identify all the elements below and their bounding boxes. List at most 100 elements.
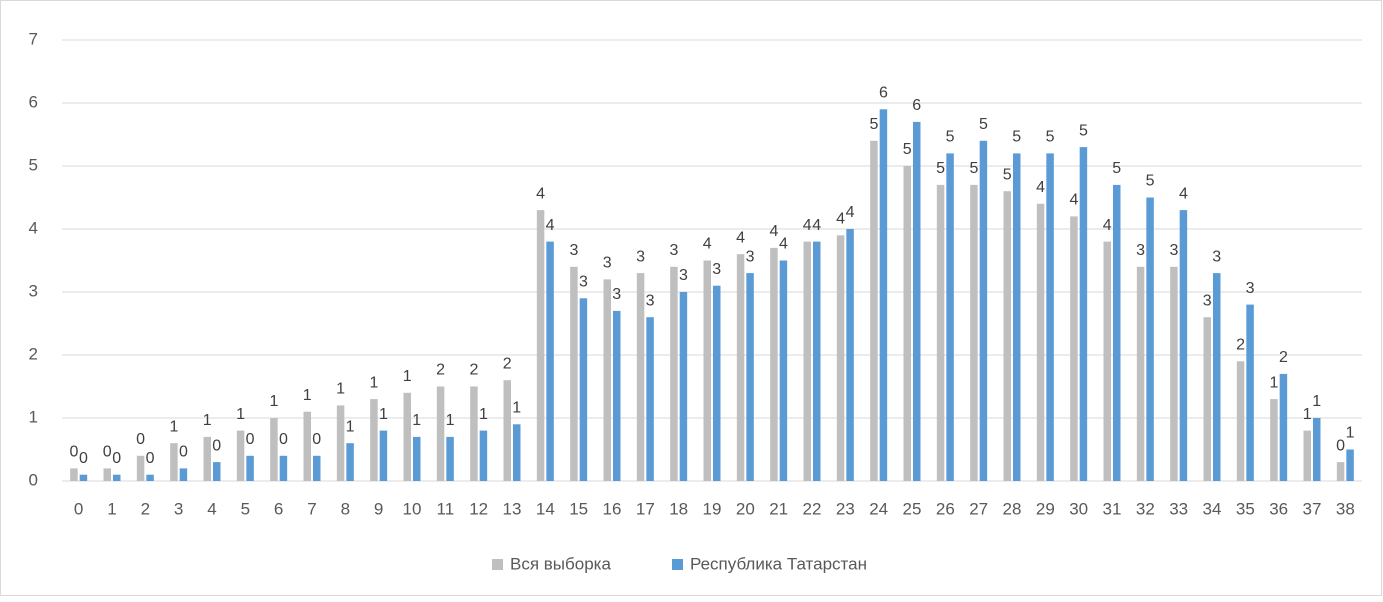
- value-label: 5: [1146, 173, 1155, 190]
- bar: [736, 254, 745, 481]
- value-label: 2: [436, 362, 445, 379]
- legend-swatch: [672, 559, 683, 570]
- bar: [546, 241, 554, 481]
- x-tick-label: 10: [403, 499, 422, 518]
- value-label: 0: [312, 431, 321, 448]
- y-tick-label: 3: [29, 281, 38, 300]
- bar: [146, 474, 154, 481]
- x-tick-label: 0: [74, 499, 83, 518]
- value-label: 5: [979, 116, 988, 133]
- bar: [1079, 147, 1088, 481]
- bar: [713, 285, 721, 481]
- x-tick-label: 2: [141, 499, 150, 518]
- y-tick-label: 4: [29, 218, 38, 237]
- bar: [403, 392, 411, 481]
- bar: [1113, 184, 1121, 481]
- value-label: 5: [1046, 129, 1055, 146]
- bar: [1103, 241, 1111, 481]
- bar: [179, 468, 188, 481]
- bar: [813, 241, 821, 481]
- x-tick-label: 6: [274, 499, 283, 518]
- value-label: 4: [803, 217, 812, 234]
- x-tick-label: 18: [669, 499, 688, 518]
- value-label: 3: [569, 242, 578, 259]
- bar: [1170, 266, 1178, 481]
- value-label: 4: [1103, 217, 1112, 234]
- value-label: 0: [112, 450, 121, 467]
- bar: [1336, 462, 1345, 481]
- bar: [903, 166, 911, 481]
- value-label: 3: [603, 255, 612, 272]
- legend-swatch: [492, 559, 503, 570]
- bar: [270, 418, 278, 481]
- value-label: 1: [203, 412, 212, 429]
- value-label: 6: [912, 97, 921, 114]
- value-label: 0: [1336, 437, 1345, 454]
- value-label: 1: [412, 412, 421, 429]
- x-tick-label: 31: [1103, 499, 1122, 518]
- bar: [436, 386, 445, 481]
- value-label: 0: [246, 431, 255, 448]
- value-label: 4: [846, 204, 855, 221]
- bar: [1246, 304, 1254, 481]
- bar: [1346, 449, 1354, 481]
- bar: [513, 424, 521, 481]
- value-label: 1: [169, 418, 178, 435]
- bar: [936, 184, 945, 481]
- value-label: 5: [1112, 160, 1121, 177]
- x-tick-label: 12: [469, 499, 488, 518]
- bar: [103, 468, 111, 481]
- x-tick-label: 25: [903, 499, 922, 518]
- value-label: 3: [1246, 280, 1255, 297]
- value-label: 1: [446, 412, 455, 429]
- value-label: 5: [946, 129, 955, 146]
- value-label: 2: [1236, 337, 1245, 354]
- x-tick-label: 11: [437, 499, 455, 518]
- value-label: 3: [1169, 242, 1178, 259]
- value-label: 2: [503, 355, 512, 372]
- y-tick-label: 1: [29, 407, 38, 426]
- bar: [646, 317, 654, 481]
- bar: [1013, 153, 1021, 481]
- bar: [1136, 266, 1145, 481]
- value-label: 1: [1312, 393, 1321, 410]
- value-label: 3: [579, 274, 588, 291]
- legend-label: Республика Татарстан: [690, 554, 867, 573]
- bar: [1213, 273, 1221, 481]
- y-tick-label: 5: [29, 155, 38, 174]
- bar: [379, 430, 388, 481]
- bar: [913, 121, 921, 482]
- bar: [79, 474, 88, 481]
- x-tick-label: 15: [569, 499, 588, 518]
- bar: [779, 260, 788, 481]
- bar: [1070, 216, 1078, 481]
- value-label: 4: [812, 217, 821, 234]
- bar: [703, 260, 711, 481]
- bar: [170, 443, 178, 481]
- value-label: 4: [1069, 192, 1078, 209]
- x-tick-label: 22: [803, 499, 822, 518]
- bar: [670, 266, 678, 481]
- bar: [479, 430, 488, 481]
- value-label: 0: [103, 444, 112, 461]
- bar: [246, 455, 254, 481]
- bar: [536, 210, 545, 481]
- y-tick-label: 0: [29, 470, 38, 489]
- bar: [603, 279, 611, 481]
- bar: [370, 399, 378, 481]
- value-label: 6: [879, 85, 888, 102]
- value-label: 1: [479, 406, 488, 423]
- x-tick-label: 16: [603, 499, 622, 518]
- bar: [946, 153, 954, 481]
- x-tick-label: 29: [1036, 499, 1055, 518]
- value-label: 4: [546, 217, 555, 234]
- bar: [1279, 373, 1288, 481]
- value-label: 3: [679, 267, 688, 284]
- value-label: 3: [1203, 292, 1212, 309]
- bar: [213, 462, 221, 481]
- bar: [1236, 361, 1245, 481]
- x-tick-label: 14: [536, 499, 555, 518]
- x-tick-label: 27: [969, 499, 988, 518]
- x-tick-label: 1: [107, 499, 116, 518]
